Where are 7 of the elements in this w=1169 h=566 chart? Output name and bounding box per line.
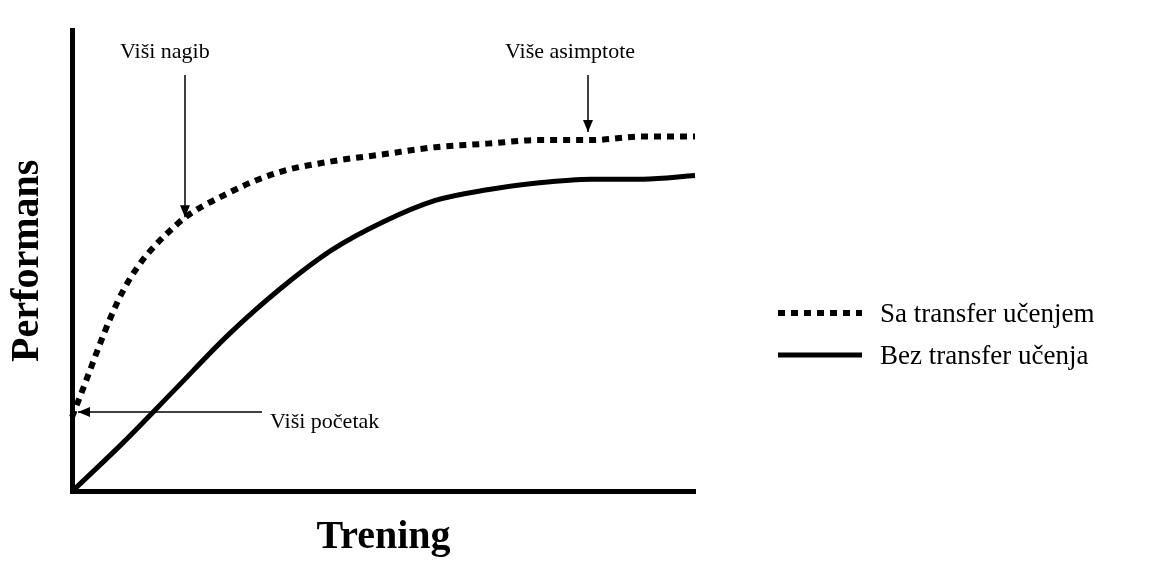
text: Više asimptote bbox=[505, 37, 636, 63]
legend-label: Bez transfer učenja bbox=[880, 339, 1089, 371]
x-axis-title: Trening bbox=[316, 512, 451, 558]
y-axis-title: Performans bbox=[2, 159, 48, 362]
legend-label: Sa transfer učenjem bbox=[880, 297, 1095, 329]
annotation: Viši početak bbox=[270, 407, 380, 433]
text: Viši nagib bbox=[120, 37, 210, 63]
